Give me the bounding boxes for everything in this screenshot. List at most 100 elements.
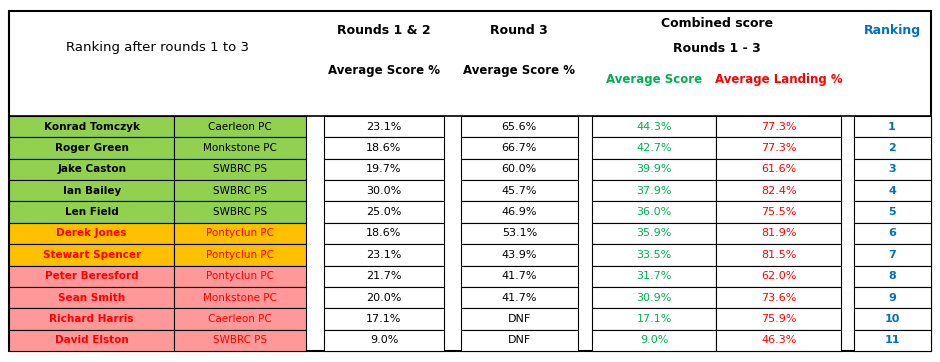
Text: 7: 7	[888, 250, 896, 260]
Text: Sean Smith: Sean Smith	[58, 292, 125, 303]
Text: Round 3: Round 3	[491, 24, 548, 37]
Text: 11: 11	[885, 336, 900, 345]
Text: 17.1%: 17.1%	[636, 314, 672, 324]
Text: 8: 8	[888, 271, 896, 281]
Text: 21.7%: 21.7%	[367, 271, 401, 281]
Text: 30.0%: 30.0%	[367, 186, 401, 196]
Text: 18.6%: 18.6%	[367, 143, 401, 153]
Text: 66.7%: 66.7%	[502, 143, 537, 153]
FancyBboxPatch shape	[9, 201, 174, 223]
Text: 46.9%: 46.9%	[502, 207, 537, 217]
FancyBboxPatch shape	[9, 330, 174, 351]
Text: 30.9%: 30.9%	[636, 292, 672, 303]
FancyBboxPatch shape	[174, 116, 306, 137]
FancyBboxPatch shape	[592, 180, 716, 201]
FancyBboxPatch shape	[854, 180, 931, 201]
Text: 43.9%: 43.9%	[502, 250, 537, 260]
Text: 77.3%: 77.3%	[761, 143, 796, 153]
Text: 23.1%: 23.1%	[367, 250, 401, 260]
FancyBboxPatch shape	[324, 223, 444, 244]
Text: 19.7%: 19.7%	[367, 164, 401, 174]
Text: 23.1%: 23.1%	[367, 122, 401, 131]
FancyBboxPatch shape	[324, 180, 444, 201]
Text: 35.9%: 35.9%	[636, 228, 672, 239]
Text: Len Field: Len Field	[65, 207, 118, 217]
FancyBboxPatch shape	[461, 308, 578, 330]
Text: 39.9%: 39.9%	[636, 164, 672, 174]
Text: 65.6%: 65.6%	[502, 122, 537, 131]
Text: 60.0%: 60.0%	[502, 164, 537, 174]
Text: 25.0%: 25.0%	[367, 207, 401, 217]
Text: Roger Green: Roger Green	[55, 143, 129, 153]
FancyBboxPatch shape	[174, 201, 306, 223]
FancyBboxPatch shape	[716, 116, 841, 137]
FancyBboxPatch shape	[9, 159, 174, 180]
Text: 37.9%: 37.9%	[636, 186, 672, 196]
Text: 9.0%: 9.0%	[369, 336, 399, 345]
Text: Average Score %: Average Score %	[463, 64, 575, 77]
Text: 5: 5	[888, 207, 896, 217]
Text: 46.3%: 46.3%	[761, 336, 796, 345]
Text: Pontyclun PC: Pontyclun PC	[206, 271, 274, 281]
Text: Rounds 1 - 3: Rounds 1 - 3	[673, 42, 760, 55]
FancyBboxPatch shape	[174, 266, 306, 287]
FancyBboxPatch shape	[592, 330, 716, 351]
FancyBboxPatch shape	[174, 137, 306, 159]
FancyBboxPatch shape	[9, 116, 174, 137]
FancyBboxPatch shape	[716, 137, 841, 159]
FancyBboxPatch shape	[592, 116, 716, 137]
Text: Jake Caston: Jake Caston	[57, 164, 126, 174]
Text: Average Landing %: Average Landing %	[715, 73, 842, 86]
Text: SWBRC PS: SWBRC PS	[212, 164, 267, 174]
Text: 20.0%: 20.0%	[367, 292, 401, 303]
Text: SWBRC PS: SWBRC PS	[212, 336, 267, 345]
Text: Average Score %: Average Score %	[328, 64, 440, 77]
FancyBboxPatch shape	[324, 201, 444, 223]
FancyBboxPatch shape	[324, 330, 444, 351]
FancyBboxPatch shape	[854, 330, 931, 351]
FancyBboxPatch shape	[854, 244, 931, 266]
FancyBboxPatch shape	[9, 11, 931, 351]
FancyBboxPatch shape	[324, 244, 444, 266]
FancyBboxPatch shape	[461, 201, 578, 223]
FancyBboxPatch shape	[174, 330, 306, 351]
FancyBboxPatch shape	[174, 159, 306, 180]
FancyBboxPatch shape	[9, 180, 174, 201]
FancyBboxPatch shape	[592, 201, 716, 223]
Text: Rounds 1 & 2: Rounds 1 & 2	[337, 24, 431, 37]
Text: 53.1%: 53.1%	[502, 228, 537, 239]
FancyBboxPatch shape	[716, 159, 841, 180]
Text: 42.7%: 42.7%	[636, 143, 672, 153]
Text: 1: 1	[888, 122, 896, 131]
Text: 77.3%: 77.3%	[761, 122, 796, 131]
Text: 9: 9	[888, 292, 896, 303]
FancyBboxPatch shape	[174, 287, 306, 308]
FancyBboxPatch shape	[854, 137, 931, 159]
Text: 36.0%: 36.0%	[636, 207, 672, 217]
Text: Average Score: Average Score	[606, 73, 702, 86]
FancyBboxPatch shape	[716, 330, 841, 351]
FancyBboxPatch shape	[854, 201, 931, 223]
Text: Ian Bailey: Ian Bailey	[63, 186, 120, 196]
Text: Monkstone PC: Monkstone PC	[203, 292, 276, 303]
Text: 18.6%: 18.6%	[367, 228, 401, 239]
FancyBboxPatch shape	[592, 137, 716, 159]
FancyBboxPatch shape	[9, 137, 174, 159]
FancyBboxPatch shape	[716, 223, 841, 244]
Text: David Elston: David Elston	[55, 336, 129, 345]
Text: 41.7%: 41.7%	[502, 271, 537, 281]
FancyBboxPatch shape	[716, 287, 841, 308]
FancyBboxPatch shape	[716, 201, 841, 223]
Text: 73.6%: 73.6%	[761, 292, 796, 303]
Text: DNF: DNF	[508, 336, 531, 345]
Text: Pontyclun PC: Pontyclun PC	[206, 228, 274, 239]
FancyBboxPatch shape	[461, 287, 578, 308]
FancyBboxPatch shape	[9, 223, 174, 244]
FancyBboxPatch shape	[854, 308, 931, 330]
FancyBboxPatch shape	[324, 116, 444, 137]
Text: 10: 10	[885, 314, 900, 324]
FancyBboxPatch shape	[9, 308, 174, 330]
Text: 44.3%: 44.3%	[636, 122, 672, 131]
FancyBboxPatch shape	[592, 223, 716, 244]
FancyBboxPatch shape	[854, 223, 931, 244]
